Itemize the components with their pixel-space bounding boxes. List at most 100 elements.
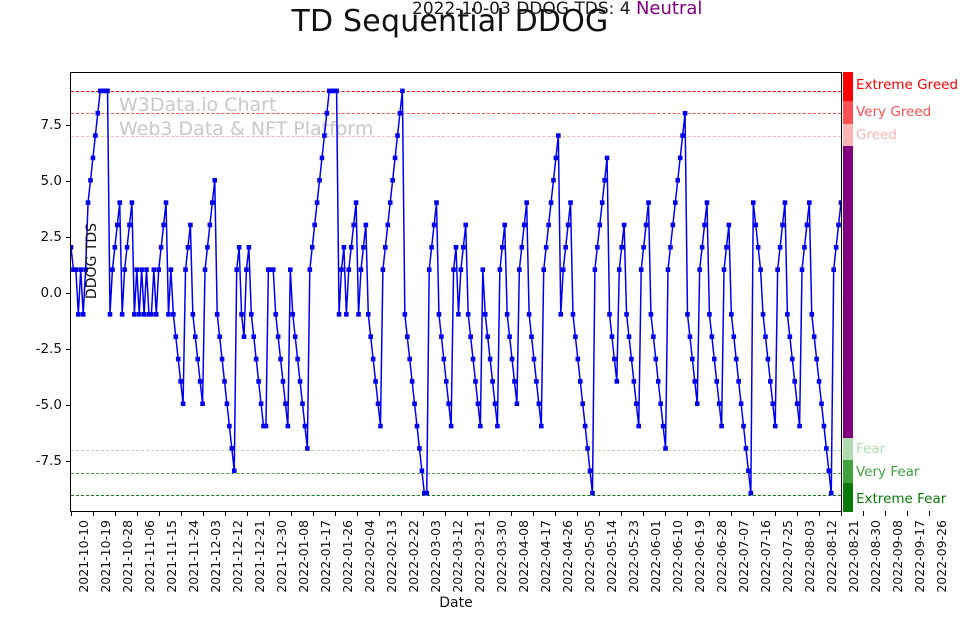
data-point xyxy=(697,267,702,272)
data-point xyxy=(687,334,693,339)
data-point xyxy=(514,401,520,407)
data-point xyxy=(197,379,203,384)
data-point xyxy=(573,334,578,339)
data-point xyxy=(831,267,836,272)
data-point xyxy=(380,267,386,272)
data-point xyxy=(629,356,634,362)
data-point xyxy=(375,401,381,407)
x-tick-label: 2022-01-08 xyxy=(295,520,311,593)
x-tick-mark xyxy=(532,511,534,516)
data-point xyxy=(273,312,278,317)
x-tick-mark xyxy=(642,511,644,516)
data-point xyxy=(244,267,249,272)
data-point xyxy=(470,356,476,362)
data-point xyxy=(621,222,627,228)
data-point xyxy=(132,312,137,317)
data-point xyxy=(78,267,84,272)
colorbar-segment-fear xyxy=(843,437,853,461)
x-tick-label: 2022-02-22 xyxy=(405,520,421,593)
x-tick-mark xyxy=(796,511,798,516)
x-tick-label: 2022-03-03 xyxy=(427,520,443,593)
data-point xyxy=(253,356,259,362)
data-point xyxy=(93,133,98,138)
data-point xyxy=(692,379,698,384)
data-point xyxy=(246,245,252,250)
data-point xyxy=(699,245,705,250)
x-tick-label: 2022-07-07 xyxy=(735,520,751,593)
x-tick-mark xyxy=(136,511,138,516)
data-point xyxy=(724,245,729,250)
data-point xyxy=(212,177,218,183)
data-point xyxy=(178,379,183,384)
data-point xyxy=(412,401,417,407)
x-tick-mark xyxy=(620,511,622,516)
data-point xyxy=(609,334,615,339)
data-point xyxy=(794,401,800,407)
data-point xyxy=(721,267,727,272)
x-tick-label: 2022-05-05 xyxy=(581,520,597,593)
data-point xyxy=(755,245,761,250)
data-point xyxy=(465,312,471,317)
x-tick-label: 2021-10-10 xyxy=(76,520,91,593)
data-point xyxy=(529,334,534,339)
x-tick-mark xyxy=(268,511,270,516)
data-point xyxy=(292,334,298,339)
data-point xyxy=(492,401,498,407)
data-point xyxy=(711,356,717,362)
data-point xyxy=(214,312,220,317)
data-point xyxy=(373,379,378,384)
data-point xyxy=(748,490,754,496)
series-markers xyxy=(71,88,841,496)
data-point xyxy=(414,423,420,429)
x-tick-label: 2022-09-08 xyxy=(889,520,905,593)
y-tick-mark xyxy=(66,405,71,407)
x-tick-label: 2022-04-17 xyxy=(537,520,553,593)
data-point xyxy=(685,312,690,317)
data-point xyxy=(83,267,88,272)
data-point xyxy=(158,245,164,250)
data-point xyxy=(468,334,473,339)
data-point xyxy=(115,222,120,228)
x-tick-mark xyxy=(290,511,292,516)
data-point xyxy=(180,401,186,407)
data-point xyxy=(833,245,839,250)
annotation-date-tds: 2022-10-03 DDOG TDS: 4 xyxy=(412,0,631,19)
colorbar-segment-neutral xyxy=(843,146,853,438)
data-point xyxy=(592,267,598,272)
x-tick-mark xyxy=(554,511,556,516)
data-point xyxy=(200,401,205,407)
data-point xyxy=(168,267,174,272)
data-point xyxy=(526,312,532,317)
y-tick-label: -7.5 xyxy=(35,453,62,470)
y-tick-label: -5.0 xyxy=(35,397,62,414)
data-point xyxy=(263,423,269,429)
data-point xyxy=(738,401,744,407)
data-point xyxy=(607,312,612,317)
data-point xyxy=(285,423,291,429)
data-point xyxy=(97,88,103,94)
y-tick-mark xyxy=(66,124,71,126)
data-point xyxy=(149,312,154,317)
data-point xyxy=(811,334,817,339)
data-point xyxy=(446,401,451,407)
x-tick-mark xyxy=(356,511,358,516)
data-point xyxy=(161,222,166,228)
data-point xyxy=(772,423,778,429)
data-point xyxy=(733,356,739,362)
data-point xyxy=(153,312,159,317)
data-point xyxy=(546,222,551,228)
x-tick-label: 2022-02-04 xyxy=(361,520,377,593)
data-point xyxy=(563,245,568,250)
data-point xyxy=(173,334,179,339)
data-point xyxy=(716,401,722,407)
data-point xyxy=(741,423,746,429)
data-point xyxy=(597,222,603,228)
data-point xyxy=(482,312,488,317)
data-point xyxy=(297,379,303,384)
data-point xyxy=(268,267,274,272)
data-point xyxy=(626,334,632,339)
data-point xyxy=(73,267,79,272)
data-point xyxy=(117,200,123,205)
data-point xyxy=(782,200,788,205)
x-tick-label: 2022-03-12 xyxy=(449,520,465,593)
